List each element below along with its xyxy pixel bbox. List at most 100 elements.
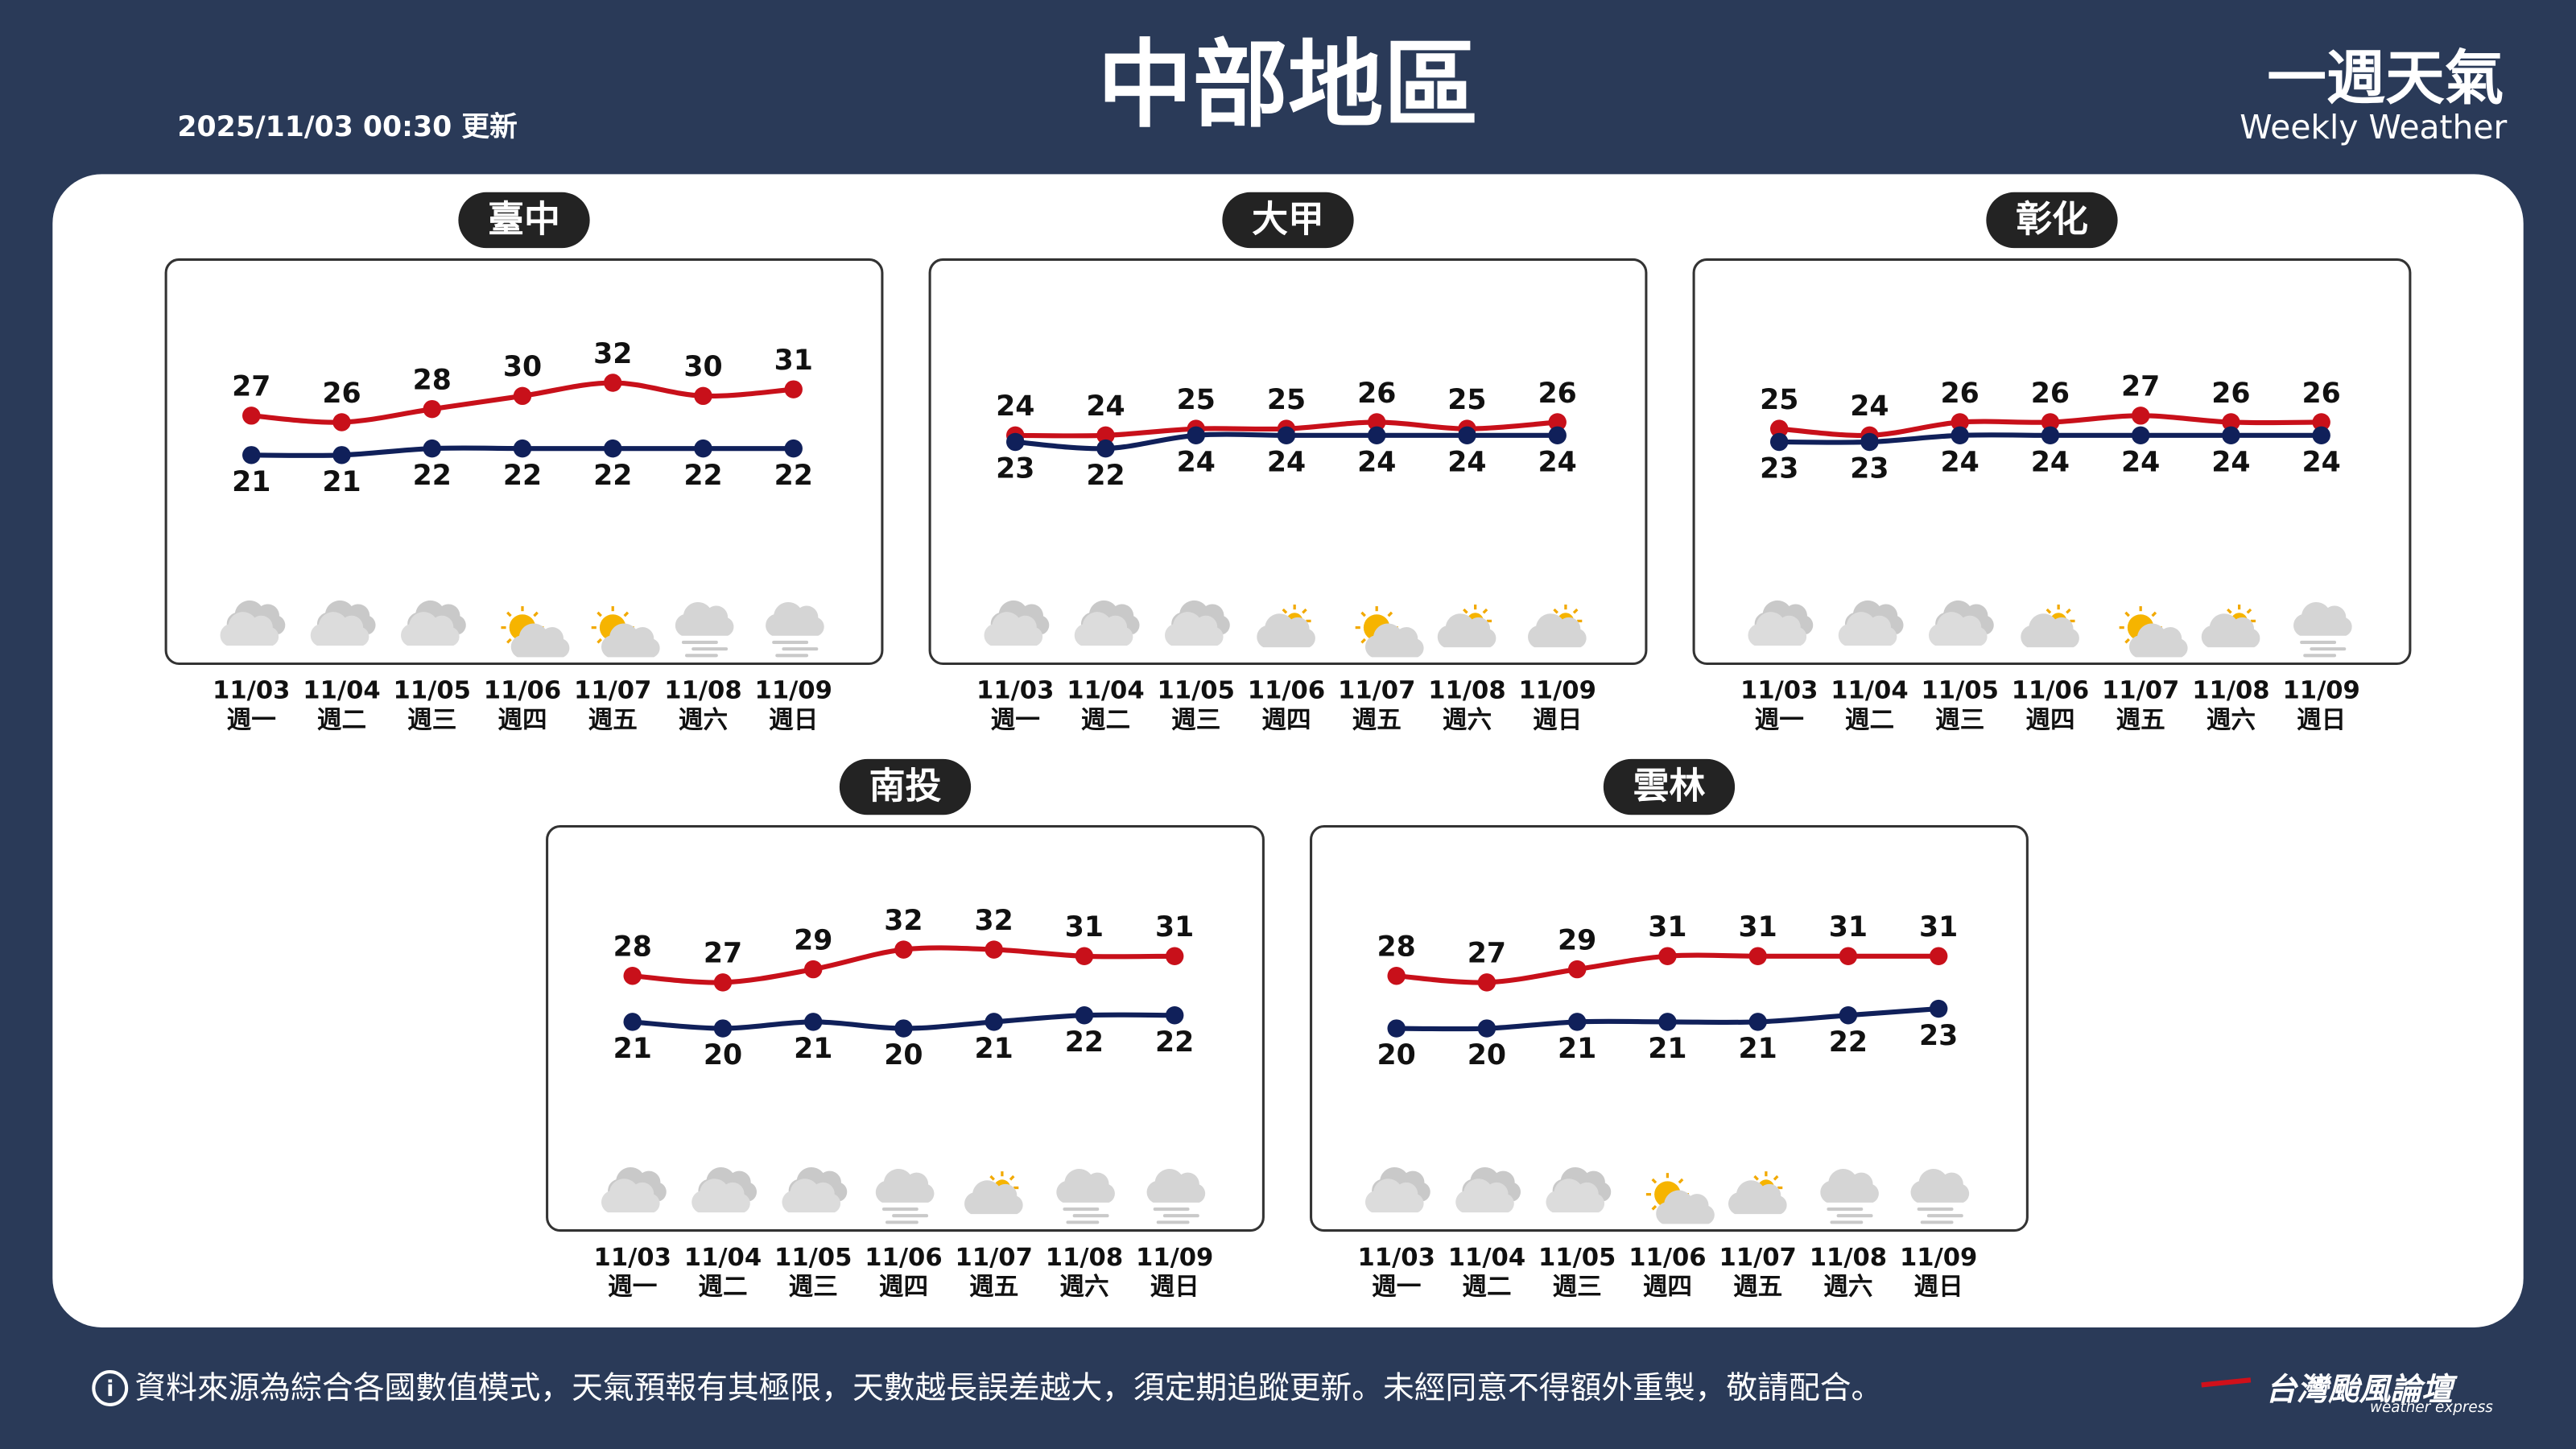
temp-point (803, 960, 823, 979)
weekday-label: 週日 (1914, 1274, 1963, 1302)
weekday-label: 週三 (407, 706, 456, 734)
weather-icon (1437, 605, 1496, 648)
weather-icon (1929, 600, 1994, 646)
date-label: 11/03 (213, 677, 290, 705)
temp-label: 22 (774, 460, 813, 492)
temp-label: 23 (1850, 453, 1889, 485)
weekday-label: 週日 (2297, 706, 2346, 734)
icon-cloud (2201, 613, 2260, 648)
weather-icon (691, 1166, 758, 1213)
temp-point (623, 1013, 642, 1031)
icon-cloud (691, 1179, 750, 1213)
icon-cloud (782, 1179, 841, 1213)
icon-cloud (1820, 1169, 1879, 1203)
city-name: 雲林 (1633, 765, 1706, 807)
weekday-label: 週一 (227, 706, 276, 734)
temp-point (1951, 426, 1969, 445)
weather-icon (591, 606, 660, 658)
temp-label: 27 (1468, 938, 1506, 970)
icon-sun-ray (1360, 611, 1366, 617)
date-label: 11/07 (956, 1244, 1033, 1272)
weather-icon (782, 1166, 848, 1213)
icon-sun-ray (1282, 608, 1288, 614)
weather-icon (601, 1166, 667, 1213)
weekday-label: 週五 (2116, 706, 2165, 734)
chart-frame (928, 258, 1648, 666)
icon-cloud (1146, 1169, 1206, 1203)
temp-label: 20 (884, 1039, 923, 1071)
weather-icon (766, 601, 824, 658)
temp-label: 22 (1155, 1026, 1194, 1059)
temp-point (423, 399, 441, 419)
date-label: 11/07 (1719, 1244, 1796, 1272)
weekday-label: 週日 (1533, 706, 1582, 734)
weekday-label: 週六 (1823, 1274, 1872, 1302)
temp-label: 24 (2121, 447, 2160, 479)
date-label: 11/06 (1248, 677, 1325, 705)
icon-sun-ray (1553, 608, 1558, 614)
date-label: 11/06 (2012, 677, 2089, 705)
weekday-label: 週五 (1352, 706, 1402, 734)
weekday-label: 週六 (1443, 706, 1492, 734)
temp-point (2312, 413, 2330, 431)
temp-label: 27 (232, 371, 270, 403)
temp-label: 22 (683, 460, 722, 492)
weather-icon (675, 601, 734, 658)
weather-icon (401, 600, 466, 646)
footer-logo-en: weather express (2370, 1399, 2493, 1416)
temp-point (1839, 947, 1858, 965)
icon-cloud (675, 601, 734, 636)
temp-label: 30 (503, 351, 542, 383)
date-label: 11/09 (1136, 1244, 1213, 1272)
weekday-label: 週六 (1059, 1274, 1108, 1302)
date-label: 11/04 (303, 677, 380, 705)
temp-label: 32 (975, 905, 1013, 937)
footer-note: 資料來源為綜合各國數值模式，天氣預報有其極限，天數越長誤差越大，須定期追蹤更新。… (134, 1370, 1882, 1406)
icon-sun-ray (1009, 1174, 1015, 1181)
weather-icon (1165, 600, 1230, 646)
icon-cloud (1257, 613, 1315, 648)
temp-label: 21 (1648, 1033, 1686, 1065)
temp-point (1548, 426, 1567, 445)
weekday-label: 週二 (1081, 706, 1130, 734)
weekday-label: 週二 (698, 1274, 747, 1302)
temp-point (1658, 1013, 1677, 1031)
icon-sun-ray (506, 638, 512, 644)
temp-label: 27 (2121, 371, 2160, 403)
temp-point (985, 940, 1003, 959)
temp-point (1165, 1006, 1184, 1025)
icon-cloud (1728, 1180, 1787, 1215)
temp-label: 29 (794, 924, 832, 956)
city-name: 南投 (869, 765, 942, 807)
city-pill (1222, 192, 1354, 249)
city-pill (839, 758, 972, 815)
temp-point (985, 1013, 1003, 1031)
temp-label: 28 (413, 364, 452, 396)
chart-frame (1692, 258, 2412, 666)
icon-sun-ray (506, 611, 512, 617)
date-label: 11/09 (1900, 1244, 1977, 1272)
weekday-label: 週四 (1643, 1274, 1692, 1302)
temp-point (332, 446, 351, 464)
date-label: 11/08 (1810, 1244, 1887, 1272)
icon-sun-ray (989, 1174, 995, 1181)
date-label: 11/07 (1338, 677, 1415, 705)
temp-point (1277, 426, 1296, 445)
icon-sun-ray (2151, 611, 2157, 617)
temp-label: 23 (1760, 453, 1798, 485)
date-label: 11/04 (1448, 1244, 1525, 1272)
icon-cloud (401, 612, 460, 646)
weather-icon (1257, 605, 1315, 648)
weather-icon (1146, 1169, 1206, 1224)
date-label: 11/07 (574, 677, 651, 705)
icon-sun-ray (2246, 608, 2252, 614)
temp-label: 27 (704, 938, 742, 970)
icon-sun-ray (1773, 1174, 1779, 1181)
temp-label: 25 (1447, 384, 1486, 416)
temp-label: 26 (2302, 378, 2341, 410)
temp-label: 22 (593, 460, 632, 492)
date-label: 11/09 (1519, 677, 1596, 705)
temp-label: 20 (704, 1039, 742, 1071)
